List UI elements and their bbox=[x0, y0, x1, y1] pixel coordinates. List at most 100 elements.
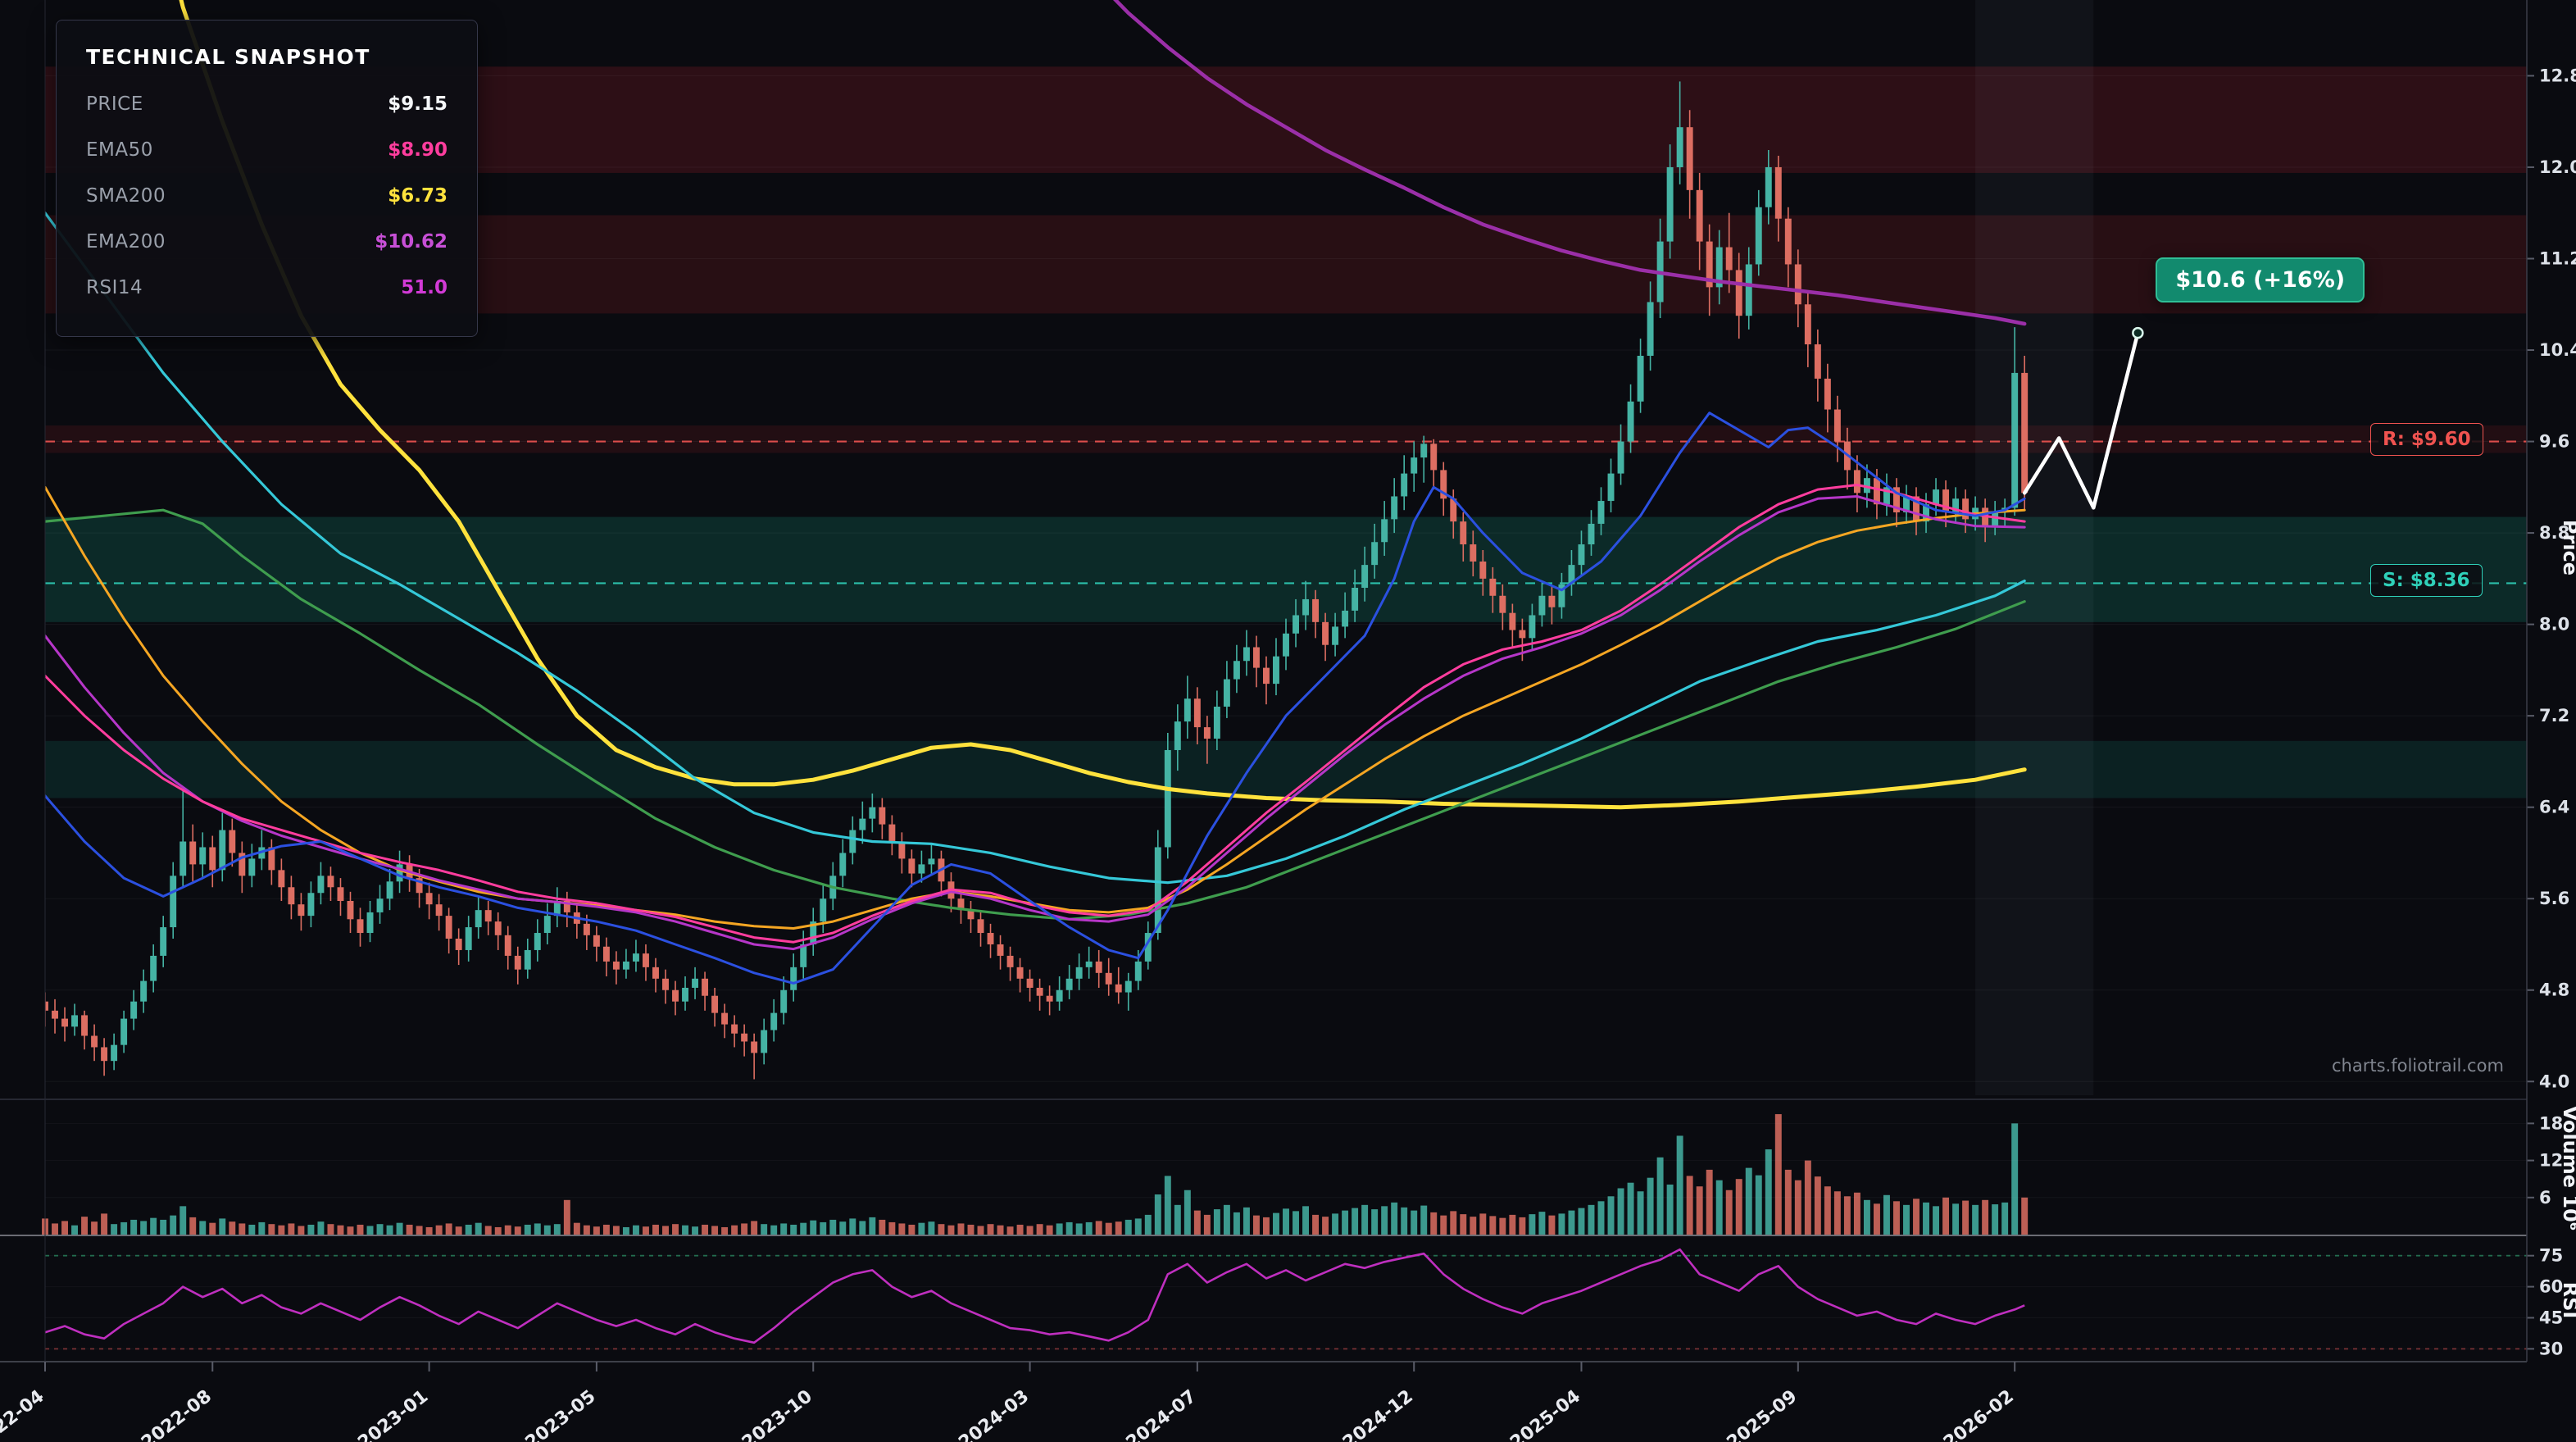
volume-bar bbox=[1302, 1206, 1309, 1235]
volume-bar bbox=[435, 1225, 443, 1235]
snapshot-row-value: $6.73 bbox=[388, 185, 448, 207]
volume-bar bbox=[702, 1224, 709, 1235]
volume-bar bbox=[1893, 1201, 1900, 1235]
volume-bar bbox=[1243, 1207, 1250, 1235]
snapshot-row-ema50: EMA50 $8.90 bbox=[86, 139, 448, 161]
snapshot-row-sma200: SMA200 $6.73 bbox=[86, 185, 448, 207]
candle-body bbox=[1529, 615, 1536, 639]
candle-body bbox=[1814, 344, 1821, 379]
snapshot-row-value: $10.62 bbox=[375, 231, 448, 252]
candle-body bbox=[1026, 978, 1034, 988]
ma-line-ema200-purple bbox=[1113, 0, 2027, 326]
x-tick-label: 2024-03 bbox=[955, 1386, 1033, 1442]
volume-bar bbox=[741, 1223, 748, 1235]
volume-bar bbox=[1913, 1199, 1920, 1235]
rsi-panel bbox=[44, 1248, 2527, 1350]
volume-bar bbox=[1676, 1135, 1683, 1235]
volume-bar bbox=[967, 1224, 975, 1235]
volume-bar bbox=[1735, 1179, 1742, 1235]
snapshot-row-value: 51.0 bbox=[401, 277, 448, 298]
candle-body bbox=[2021, 372, 2029, 494]
volume-bar bbox=[1342, 1210, 1349, 1235]
volume-bar bbox=[1470, 1217, 1477, 1235]
candle-body bbox=[1322, 621, 1329, 645]
candle-body bbox=[1853, 470, 1860, 494]
candle-body bbox=[1666, 166, 1674, 242]
volume-bar bbox=[1804, 1160, 1811, 1235]
candle-body bbox=[1046, 995, 1053, 1002]
resistance-label: R: $9.60 bbox=[2370, 422, 2483, 456]
candle-body bbox=[1637, 355, 1644, 402]
candle-body bbox=[120, 1018, 128, 1045]
volume-bar bbox=[317, 1221, 325, 1235]
rsi-line bbox=[44, 1248, 2025, 1344]
snapshot-row-price: PRICE $9.15 bbox=[86, 93, 448, 115]
volume-bar bbox=[1666, 1184, 1674, 1235]
candle-body bbox=[1223, 679, 1230, 707]
snapshot-rows: PRICE $9.15 EMA50 $8.90 SMA200 $6.73 EMA200 $10… bbox=[86, 93, 448, 298]
volume-bar bbox=[2021, 1197, 2029, 1235]
volume-bar bbox=[790, 1224, 797, 1235]
volume-bar bbox=[662, 1226, 669, 1235]
candle-body bbox=[898, 841, 906, 859]
price-tick-label: 7.2 bbox=[2539, 706, 2569, 726]
price-tick-label: 5.6 bbox=[2539, 889, 2569, 908]
volume-bar bbox=[1774, 1114, 1782, 1235]
volume-bar bbox=[327, 1224, 334, 1235]
candle-body bbox=[987, 933, 994, 944]
price-tick-label: 8.8 bbox=[2539, 523, 2569, 543]
candle-body bbox=[504, 935, 511, 956]
snapshot-row-label: EMA200 bbox=[86, 231, 166, 252]
candle-body bbox=[1893, 487, 1900, 512]
candle-body bbox=[1647, 302, 1654, 356]
volume-bar bbox=[543, 1225, 551, 1235]
candle-body bbox=[1075, 967, 1083, 979]
volume-bar bbox=[692, 1226, 699, 1235]
ma-line-green bbox=[45, 508, 2026, 921]
price-tick-label: 4.0 bbox=[2539, 1071, 2569, 1091]
candle-body bbox=[1952, 498, 1960, 512]
volume-bar bbox=[1105, 1222, 1112, 1235]
candle-body bbox=[71, 1015, 79, 1027]
candle-body bbox=[780, 989, 788, 1013]
candle-body bbox=[692, 978, 699, 988]
candle-body bbox=[1450, 498, 1457, 522]
price-tick-label: 11.2 bbox=[2539, 248, 2576, 268]
volume-bar bbox=[563, 1199, 570, 1235]
candle-body bbox=[1273, 656, 1279, 685]
zone-band bbox=[45, 516, 2527, 622]
x-tick-label: 2024-12 bbox=[1339, 1386, 1417, 1442]
candle-body bbox=[278, 870, 285, 888]
volume-bar bbox=[81, 1217, 89, 1235]
candle-body bbox=[1056, 989, 1063, 1002]
volume-bar bbox=[731, 1225, 738, 1235]
volume-bar bbox=[1745, 1167, 1752, 1235]
volume-bar bbox=[820, 1221, 827, 1235]
candle-body bbox=[1804, 304, 1811, 345]
candle-body bbox=[327, 876, 334, 888]
volume-bar bbox=[219, 1218, 226, 1235]
volume-bar bbox=[61, 1221, 68, 1235]
volume-bar bbox=[1637, 1191, 1644, 1235]
candle-body bbox=[632, 953, 639, 962]
volume-bar bbox=[612, 1226, 620, 1235]
candle-body bbox=[1794, 264, 1801, 305]
volume-bar bbox=[1124, 1219, 1132, 1235]
candle-body bbox=[928, 858, 935, 865]
ma-line-ema50-pink bbox=[45, 484, 2026, 944]
candle-body bbox=[967, 910, 975, 920]
volume-bar bbox=[1696, 1186, 1703, 1235]
candle-body bbox=[268, 847, 275, 871]
volume-bar bbox=[1154, 1194, 1161, 1235]
candle-body bbox=[563, 900, 570, 912]
candle-body bbox=[1233, 661, 1240, 680]
candle-body bbox=[61, 1018, 68, 1027]
volume-bar bbox=[347, 1226, 354, 1235]
x-tick-label: 2024-07 bbox=[1123, 1386, 1201, 1442]
candle-body bbox=[1942, 489, 1950, 512]
volume-tick-label: 18 bbox=[2539, 1113, 2563, 1133]
candle-body bbox=[1036, 987, 1043, 996]
volume-bar bbox=[239, 1223, 246, 1235]
volume-bar bbox=[553, 1224, 561, 1235]
candle-body bbox=[534, 933, 541, 950]
